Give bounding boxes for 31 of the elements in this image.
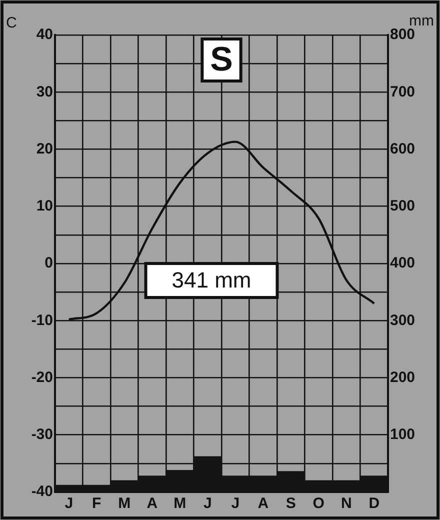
annotation: 341 mm [172,268,252,293]
x-tick-label: F [92,495,102,512]
y-tick-label: -20 [31,368,53,386]
y2-tick-label: 700 [390,83,416,100]
y-tick-label: 10 [36,198,53,215]
x-tick-label: S [286,495,296,512]
y-axis-title: C [6,14,17,32]
y2-tick-label: 600 [390,140,416,158]
x-tick-label: N [340,495,352,512]
y2-tick-label: 300 [390,312,416,329]
y-tick-label: -10 [31,312,53,329]
y-tick-label: 0 [44,254,53,272]
x-tick-label: A [146,495,158,512]
y-tick-label: 30 [36,83,53,100]
y2-tick-label: 100 [390,426,416,444]
y-tick-label: -30 [31,426,53,444]
x-tick-label: O [312,495,325,512]
x-tick-label: J [203,495,212,512]
chart-title: S [210,40,233,78]
y2-tick-label: 400 [390,254,416,272]
x-tick-label: M [174,495,186,512]
y-tick-label: 20 [36,140,53,158]
y-tick-label: -40 [31,483,53,500]
x-tick-label: M [118,495,131,512]
x-tick-label: J [231,495,240,512]
y2-tick-label: 500 [390,198,416,215]
x-tick-label: D [368,495,380,512]
y-tick-label: 40 [36,26,53,44]
y2-tick-label: 200 [390,368,416,386]
x-tick-label: J [64,495,74,512]
x-tick-label: A [258,495,269,512]
